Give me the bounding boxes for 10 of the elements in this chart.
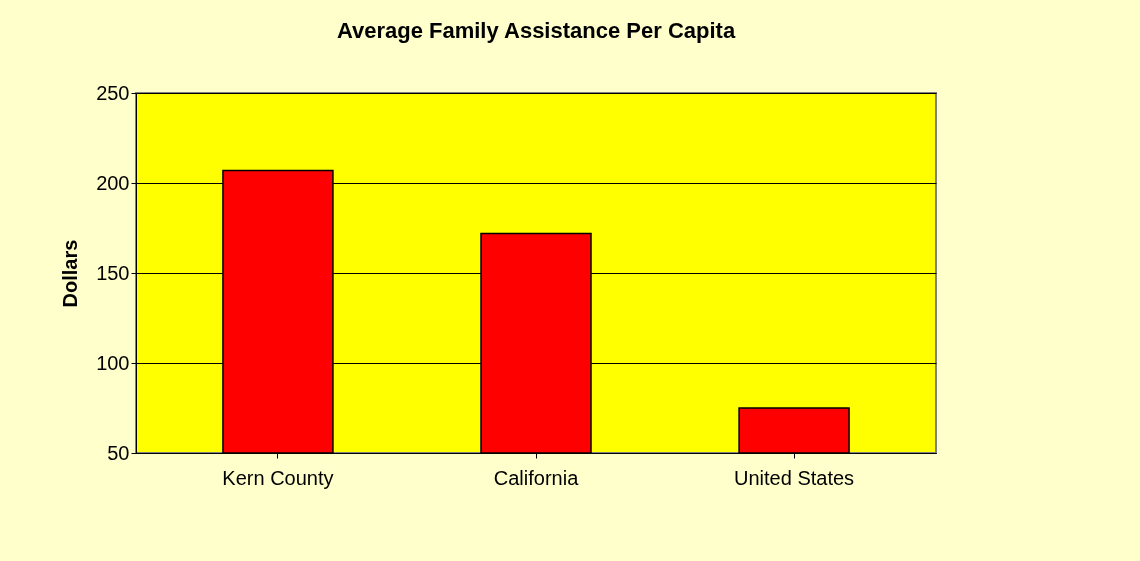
chart-title: Average Family Assistance Per Capita bbox=[336, 18, 736, 43]
y-tick-label: 200 bbox=[96, 171, 130, 194]
y-tick-label: 50 bbox=[107, 441, 130, 464]
y-tick-label: 250 bbox=[96, 81, 130, 104]
y-tick-label: 100 bbox=[96, 351, 130, 374]
y-axis-title: Dollars bbox=[59, 239, 82, 308]
x-tick-label: United States bbox=[734, 466, 855, 489]
x-tick-label: California bbox=[493, 466, 580, 489]
x-tick-label: Kern County bbox=[222, 466, 334, 489]
y-tick-label: 150 bbox=[96, 261, 130, 284]
